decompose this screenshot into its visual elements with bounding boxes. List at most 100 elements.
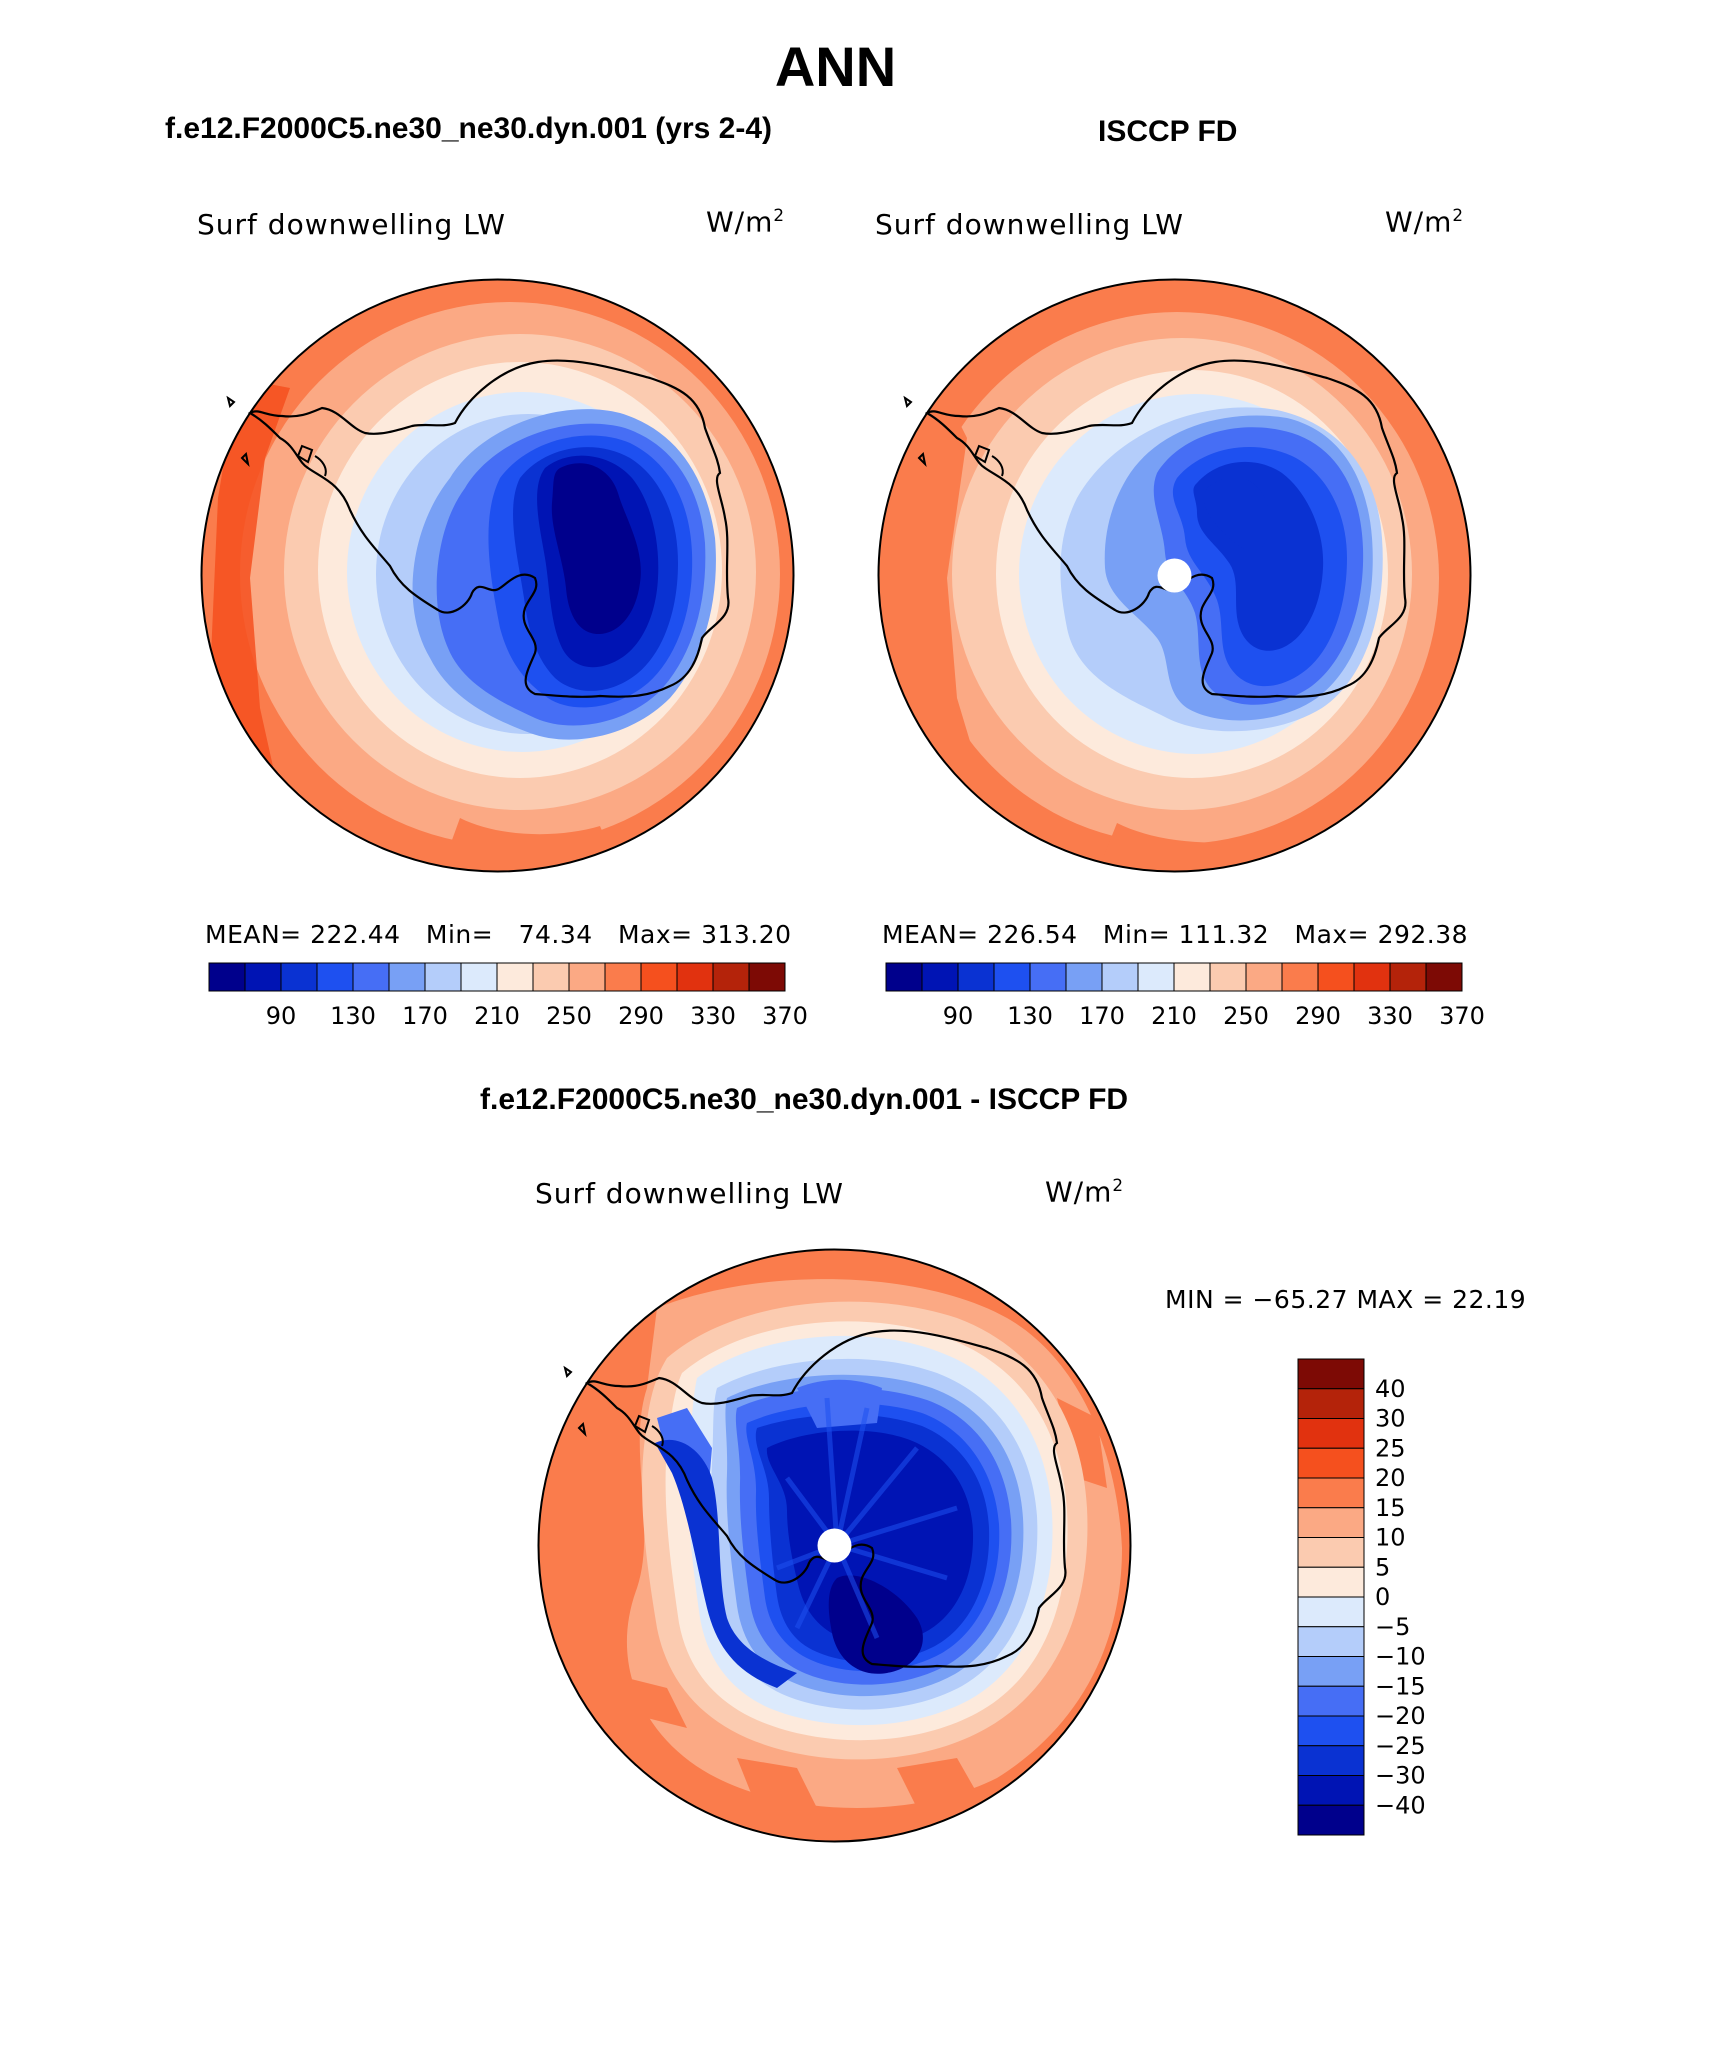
panel-1-colorbar-tick-label: 330 <box>690 1002 736 1030</box>
panel-3-colorbar-swatch <box>1297 1358 1365 1390</box>
panel-2-colorbar-tick-label: 170 <box>1079 1002 1125 1030</box>
panel-3-colorbar-swatch <box>1297 1507 1365 1538</box>
panel-2-variable-label: Surf downwelling LW <box>875 208 1184 241</box>
panel-3-colorbar-tick-label: −30 <box>1375 1762 1426 1790</box>
panel-2-polar-map <box>877 278 1472 873</box>
panel-1-units: W/m2 <box>706 205 786 239</box>
panel-2-colorbar-tick-label: 330 <box>1367 1002 1413 1030</box>
panel-2-colorbar: 90 130 170 210 250 290 330 370 <box>885 962 1485 1030</box>
panel-1-colorbar-swatch <box>712 962 750 992</box>
panel-1-colorbar: 90 130 170 210 250 290 330 370 <box>208 962 808 1030</box>
panel-3-colorbar-swatch <box>1297 1477 1365 1509</box>
panel-1-colorbar-swatch <box>640 962 678 992</box>
panel-1-colorbar-swatch <box>604 962 642 992</box>
panel-3-colorbar-swatch <box>1297 1418 1365 1449</box>
panel-3-colorbar-tick-label: 25 <box>1375 1434 1406 1462</box>
panel-3-colorbar-swatch <box>1297 1596 1365 1628</box>
panel-1-colorbar-swatch <box>676 962 714 992</box>
panel-1-colorbar-swatch <box>388 962 426 992</box>
panel-3-colorbar-tick-label: −40 <box>1375 1791 1426 1819</box>
panel-3-colorbar-tick-label: −15 <box>1375 1672 1426 1700</box>
panel-1-colorbar-tick-label: 210 <box>474 1002 520 1030</box>
panel-3-minmax: MIN = −65.27 MAX = 22.19 <box>1165 1285 1527 1314</box>
panel-2-colorbar-swatch <box>957 962 995 992</box>
panel-3-colorbar-tick-label: −10 <box>1375 1643 1426 1671</box>
panel-3-colorbar-swatch <box>1297 1537 1365 1568</box>
panel-1-colorbar-swatch <box>316 962 354 992</box>
panel-2-stats: MEAN= 226.54 Min= 111.32 Max= 292.38 <box>882 920 1469 949</box>
panel-3-units: W/m2 <box>1045 1175 1125 1209</box>
panel-3-colorbar-swatch <box>1297 1715 1365 1747</box>
panel-1-colorbar-tick-label: 370 <box>762 1002 808 1030</box>
panel-2-colorbar-tick-label: 210 <box>1151 1002 1197 1030</box>
panel-2-colorbar-tick-label: 250 <box>1223 1002 1269 1030</box>
panel-3-colorbar-tick-label: −20 <box>1375 1702 1426 1730</box>
diff-title: f.e12.F2000C5.ne30_ne30.dyn.001 - ISCCP … <box>480 1083 1129 1116</box>
panel-1-case-title: f.e12.F2000C5.ne30_ne30.dyn.001 (yrs 2-4… <box>165 112 773 145</box>
panel-1-stats: MEAN= 222.44 Min= 74.34 Max= 313.20 <box>205 920 792 949</box>
panel-3-colorbar-swatch <box>1297 1388 1365 1419</box>
panel-3-colorbar-swatch <box>1297 1745 1365 1776</box>
panel-1-colorbar-swatch <box>424 962 462 992</box>
panel-1-colorbar-tick-label: 170 <box>402 1002 448 1030</box>
panel-1-colorbar-swatch <box>568 962 606 992</box>
panel-2-pole-hole <box>1157 558 1192 593</box>
panel-2-colorbar-tick-label: 130 <box>1007 1002 1053 1030</box>
panel-2-colorbar-swatch <box>1101 962 1139 992</box>
panel-3-colorbar-tick-label: 20 <box>1375 1464 1406 1492</box>
panel-1-colorbar-tick-label: 290 <box>618 1002 664 1030</box>
panel-2-colorbar-swatch <box>1317 962 1355 992</box>
panel-3-colorbar-swatch <box>1297 1656 1365 1687</box>
panel-3-colorbar-swatch <box>1297 1804 1365 1836</box>
panel-1-colorbar-swatch <box>460 962 498 992</box>
panel-2-colorbar-tick-label: 90 <box>943 1002 974 1030</box>
panel-2-colorbar-tick-label: 370 <box>1439 1002 1485 1030</box>
panel-2-units: W/m2 <box>1385 205 1465 239</box>
panel-2-colorbar-swatch <box>921 962 959 992</box>
panel-3-pole-hole <box>817 1528 852 1563</box>
panel-2-colorbar-swatch <box>1065 962 1103 992</box>
panel-3-variable-label: Surf downwelling LW <box>535 1177 844 1210</box>
panel-3-colorbar-tick-label: −5 <box>1375 1613 1410 1641</box>
panel-2-case-title: ISCCP FD <box>1098 115 1238 148</box>
panel-1-polar-map <box>200 278 795 873</box>
panel-2-colorbar-swatch <box>1137 962 1175 992</box>
panel-3-polar-map <box>537 1248 1132 1843</box>
page-title: ANN <box>774 35 897 98</box>
panel-3-colorbar-tick-label: 40 <box>1375 1375 1406 1403</box>
panel-1-colorbar-tick-label: 90 <box>266 1002 297 1030</box>
panel-1-colorbar-swatch <box>748 962 786 992</box>
panel-2-colorbar-swatch <box>1281 962 1319 992</box>
panel-2-colorbar-swatch <box>1353 962 1391 992</box>
panel-3-colorbar-tick-label: 30 <box>1375 1405 1406 1433</box>
panel-1-colorbar-tick-label: 250 <box>546 1002 592 1030</box>
panel-3-colorbar-tick-label: 15 <box>1375 1494 1406 1522</box>
panel-3-colorbar-swatch <box>1297 1626 1365 1657</box>
panel-3-colorbar-swatch <box>1297 1685 1365 1717</box>
panel-1-variable-label: Surf downwelling LW <box>197 208 506 241</box>
panel-1-colorbar-swatch <box>496 962 534 992</box>
panel-3-colorbar-swatch <box>1297 1775 1365 1806</box>
panel-2-colorbar-swatch <box>1029 962 1067 992</box>
panel-1-colorbar-tick-label: 130 <box>330 1002 376 1030</box>
panel-2-colorbar-swatch <box>1209 962 1247 992</box>
panel-2-colorbar-swatch <box>1425 962 1463 992</box>
panel-2-colorbar-swatch <box>993 962 1031 992</box>
panel-2-colorbar-swatch <box>1389 962 1427 992</box>
panel-3-colorbar-swatch <box>1297 1566 1365 1598</box>
panel-1-colorbar-swatch <box>208 962 246 992</box>
panel-1-colorbar-swatch <box>532 962 570 992</box>
panel-2-colorbar-swatch <box>1173 962 1211 992</box>
panel-1-colorbar-swatch <box>352 962 390 992</box>
panel-1-colorbar-swatch <box>280 962 318 992</box>
panel-3-colorbar-swatch <box>1297 1447 1365 1479</box>
panel-3-colorbar-tick-label: 5 <box>1375 1553 1390 1581</box>
panel-2-colorbar-swatch <box>1245 962 1283 992</box>
panel-3-colorbar-tick-label: −25 <box>1375 1732 1426 1760</box>
panel-3-colorbar-tick-label: 0 <box>1375 1583 1390 1611</box>
panel-3-colorbar-tick-label: 10 <box>1375 1524 1406 1552</box>
panel-2-colorbar-swatch <box>885 962 923 992</box>
panel-2-colorbar-tick-label: 290 <box>1295 1002 1341 1030</box>
panel-1-colorbar-swatch <box>244 962 282 992</box>
